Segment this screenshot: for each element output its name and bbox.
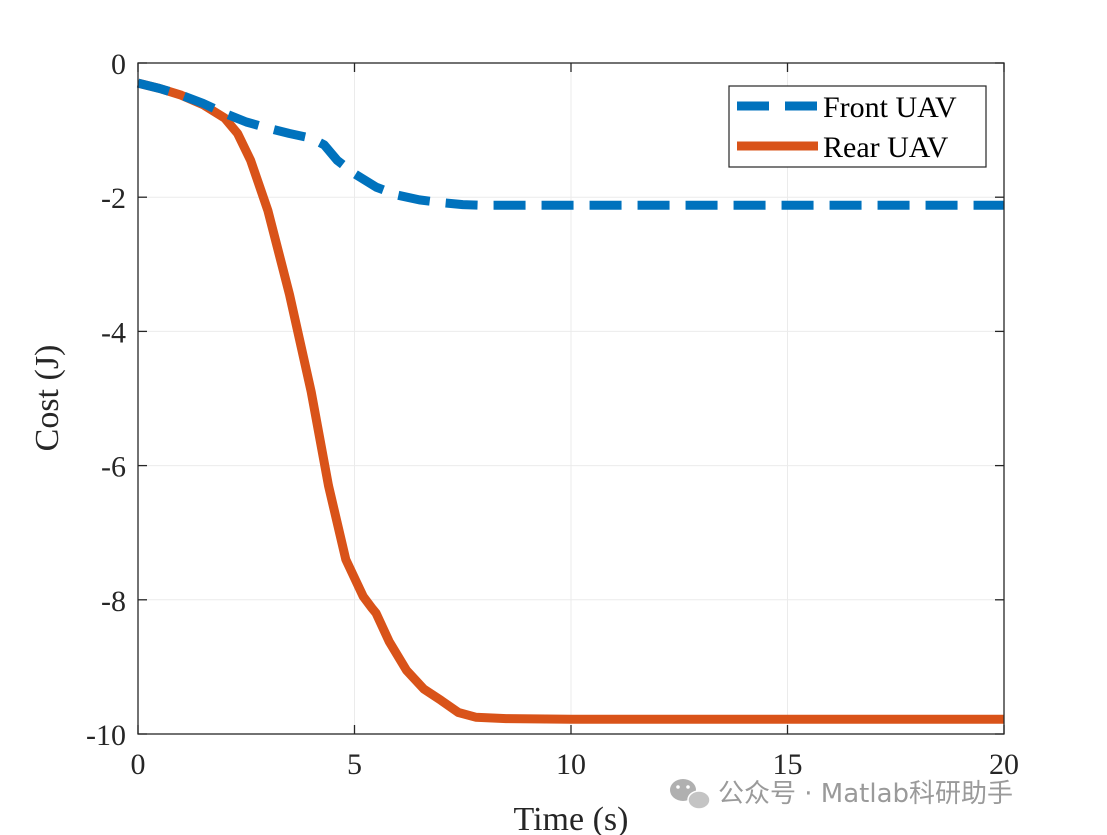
legend-box	[728, 85, 987, 168]
y-tick-label: 0	[111, 48, 126, 81]
y-tick-label: -2	[101, 182, 126, 215]
x-tick-label: 5	[347, 748, 362, 781]
watermark-text: 公众号 · Matlab科研助手	[718, 779, 1013, 809]
y-tick-label: -4	[101, 316, 126, 349]
axis-ticks	[137, 62, 1005, 735]
x-tick-label: 0	[131, 748, 146, 781]
series-line-front-uav	[136, 78, 1004, 210]
series-line-rear-uav	[136, 78, 1004, 724]
x-tick-label: 10	[556, 748, 586, 781]
watermark: 公众号 · Matlab科研助手	[670, 779, 1013, 810]
y-tick-label: -8	[101, 585, 126, 618]
y-tick-label: -10	[86, 719, 126, 752]
x-tick-label: 20	[989, 748, 1019, 781]
axis-tick-labels: 0 5 10 15 20 0 -2 -4 -6 -8 -10	[86, 48, 1019, 781]
legend-label-rear-uav: Rear UAV	[823, 131, 949, 164]
wechat-icon	[670, 779, 711, 810]
series-layer	[136, 78, 1004, 724]
legend-label-front-uav: Front UAV	[823, 91, 957, 124]
x-axis-label: Time (s)	[514, 801, 629, 835]
legend: Front UAV Rear UAV	[728, 85, 987, 168]
x-tick-label: 15	[773, 748, 803, 781]
y-tick-label: -6	[101, 451, 126, 484]
y-axis-label: Cost (J)	[29, 345, 66, 452]
